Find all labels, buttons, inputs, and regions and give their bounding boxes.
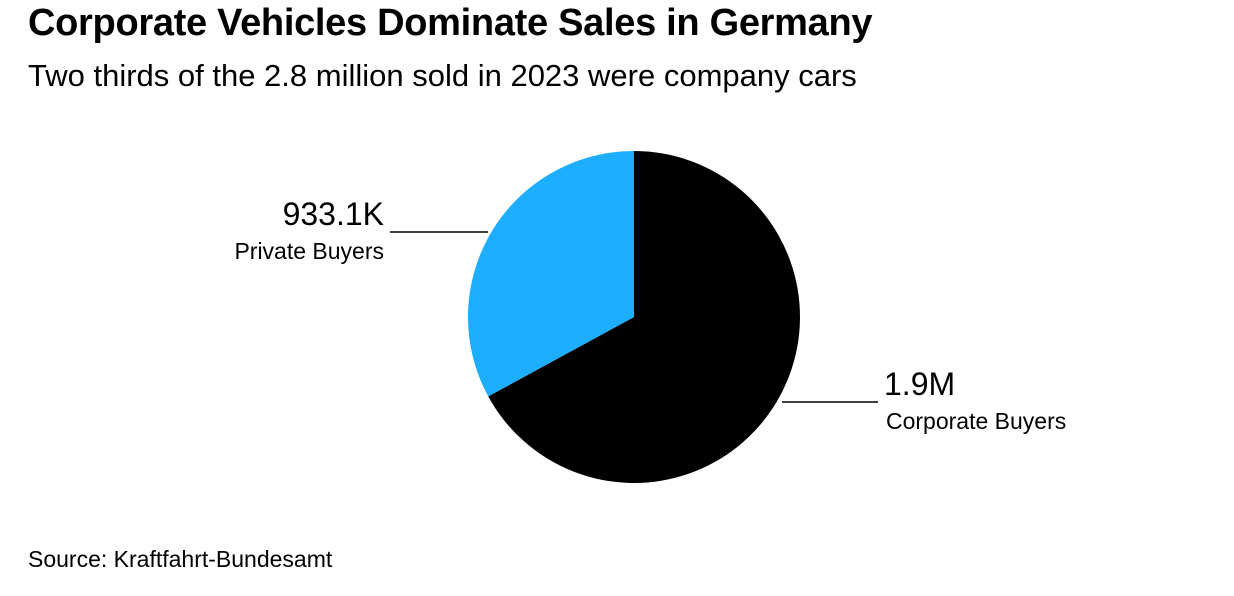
pie-slice-corporate-buyers — [488, 151, 800, 483]
value-label-corporate-buyers: 1.9M — [884, 366, 955, 402]
value-label-private-buyers: 933.1K — [283, 196, 384, 232]
category-label-corporate-buyers: Corporate Buyers — [886, 408, 1066, 434]
pie-slices — [468, 151, 800, 483]
chart-subtitle: Two thirds of the 2.8 million sold in 20… — [28, 58, 857, 93]
chart-title: Corporate Vehicles Dominate Sales in Ger… — [28, 2, 873, 44]
pie-slice-private-buyers — [468, 151, 634, 397]
chart-source: Source: Kraftfahrt-Bundesamt — [28, 546, 333, 572]
pie-labels: 1.9M Corporate Buyers 933.1K Private Buyers — [234, 196, 1066, 434]
category-label-private-buyers: Private Buyers — [234, 238, 384, 264]
